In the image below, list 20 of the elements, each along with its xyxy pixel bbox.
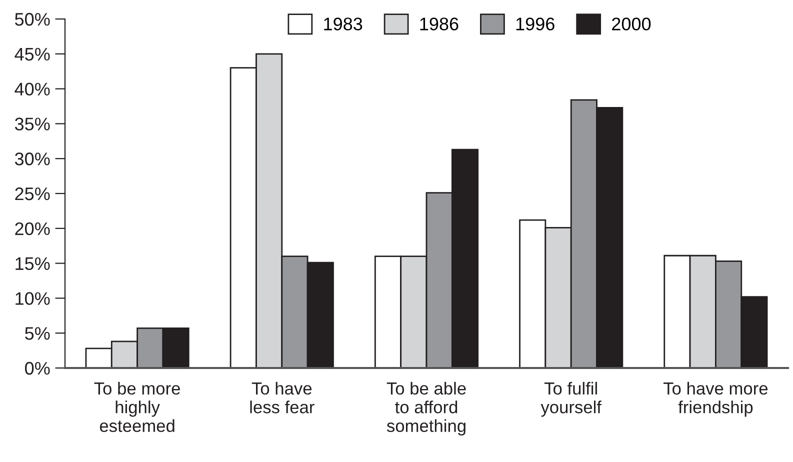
legend-label: 1996: [516, 18, 554, 30]
y-tick-label: 25%: [15, 187, 50, 200]
x-tick-label: To fulfil yourself: [540, 382, 602, 417]
y-tick-label: 35%: [14, 118, 50, 130]
x-tick-label: To be able to afford something: [386, 382, 466, 436]
y-tick-label: 30%: [14, 152, 50, 166]
legend-label: 1986: [420, 18, 458, 30]
y-tick-label: 10%: [16, 292, 50, 305]
y-tick-label: 50%: [15, 12, 50, 26]
y-tick-label: 15%: [16, 257, 50, 270]
x-tick-label: To have more friendship: [664, 382, 768, 417]
y-tick-label: 40%: [14, 82, 50, 96]
y-tick-label: 5%: [25, 327, 50, 340]
x-tick-label: To be more highly esteemed: [94, 382, 180, 432]
y-tick-label: 0%: [25, 362, 50, 375]
x-tick-label: To have less fear: [250, 382, 314, 414]
legend-label: 2000: [612, 18, 651, 30]
y-tick-label: 20%: [15, 222, 50, 236]
legend-label: 1983: [324, 18, 362, 30]
y-tick-label: 45%: [14, 48, 50, 61]
